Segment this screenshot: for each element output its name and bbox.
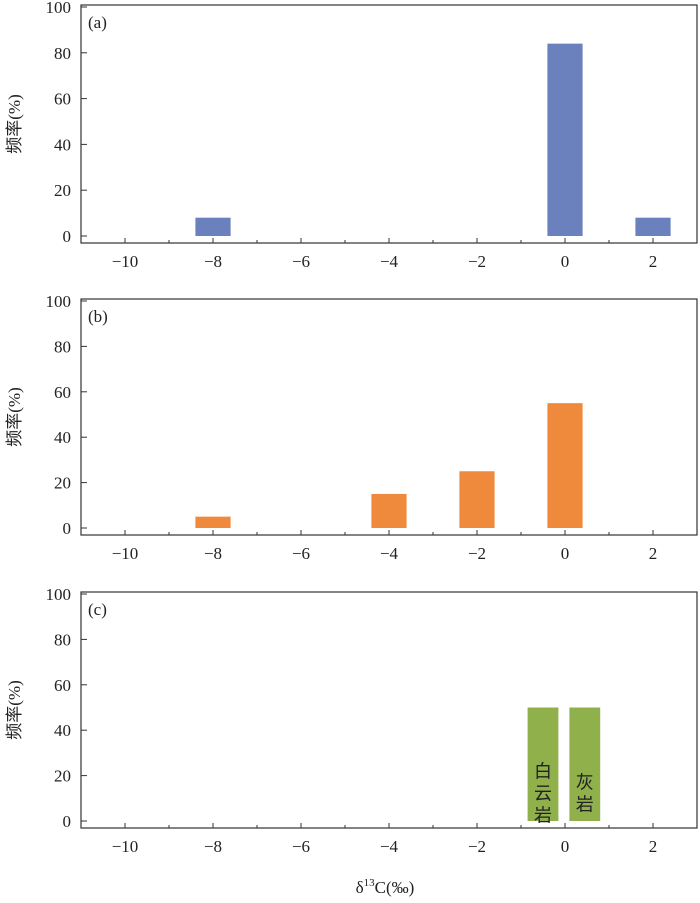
x-tick-label: 0 [561, 544, 570, 563]
x-tick-label: −4 [380, 544, 399, 563]
chart-panel-b: 0 20 40 60 80 100 −10 −8 −6 −4 −2 0 2 (b) 频率(%) [5, 292, 698, 563]
x-tick-label: −6 [292, 837, 310, 856]
y-tick-label: 80 [54, 44, 71, 63]
bar [195, 217, 231, 236]
y-tick-label: 100 [46, 0, 72, 17]
y-tick-label: 20 [54, 474, 71, 493]
panel-label: (b) [88, 307, 108, 326]
plot-frame [80, 591, 698, 829]
x-tick-label: −8 [204, 837, 222, 856]
x-tick-label: 0 [561, 252, 570, 271]
bar-label: 云 [534, 783, 552, 803]
x-axis-label: δ13C(‰) [356, 877, 415, 897]
x-tick-label: −2 [468, 837, 486, 856]
bar [569, 707, 601, 821]
bar-label: 灰 [576, 772, 594, 792]
bar [547, 403, 583, 528]
y-tick-label: 60 [54, 383, 71, 402]
x-tick-label: −6 [292, 252, 310, 271]
bar [635, 217, 671, 236]
x-tick-label: −4 [380, 252, 399, 271]
x-tick-label: 0 [561, 837, 570, 856]
bar [371, 493, 407, 528]
x-tick-label: −2 [468, 252, 486, 271]
x-tick-label: −8 [204, 252, 222, 271]
x-tick-label: 2 [649, 544, 658, 563]
x-tick-label: −10 [112, 837, 139, 856]
panel-label: (a) [88, 13, 107, 32]
panel-label: (c) [88, 600, 107, 619]
bar-label: 白 [534, 761, 552, 781]
y-tick-label: 0 [63, 519, 72, 538]
x-tick-label: −2 [468, 544, 486, 563]
y-axis-label: 频率(%) [5, 680, 24, 739]
x-tick-label: −10 [112, 544, 139, 563]
plot-frame [80, 4, 698, 244]
y-tick-label: 20 [54, 181, 71, 200]
chart-panel-a: 0 20 40 60 80 100 −10 −8 −6 −4 −2 0 2 (a) 频率(%) [5, 0, 698, 271]
x-tick-label: 2 [649, 252, 658, 271]
y-tick-label: 80 [54, 630, 71, 649]
y-tick-label: 80 [54, 337, 71, 356]
bar [459, 471, 495, 528]
y-tick-label: 0 [63, 227, 72, 246]
bar-label: 岩 [534, 805, 552, 825]
bar [527, 707, 559, 821]
x-tick-label: −4 [380, 837, 399, 856]
bar-label: 岩 [576, 794, 594, 814]
x-tick-label: −10 [112, 252, 139, 271]
y-tick-label: 40 [54, 428, 71, 447]
y-tick-label: 100 [46, 292, 72, 311]
y-tick-label: 60 [54, 90, 71, 109]
y-axis-label: 频率(%) [5, 387, 24, 446]
y-tick-label: 60 [54, 676, 71, 695]
y-tick-label: 100 [46, 585, 72, 604]
x-tick-label: −8 [204, 544, 222, 563]
bar [195, 516, 231, 528]
bar [547, 43, 583, 236]
y-tick-label: 0 [63, 812, 72, 831]
x-tick-label: −6 [292, 544, 310, 563]
y-tick-label: 40 [54, 721, 71, 740]
x-tick-label: 2 [649, 837, 658, 856]
y-axis-label: 频率(%) [5, 94, 24, 153]
y-tick-label: 40 [54, 135, 71, 154]
y-tick-label: 20 [54, 767, 71, 786]
